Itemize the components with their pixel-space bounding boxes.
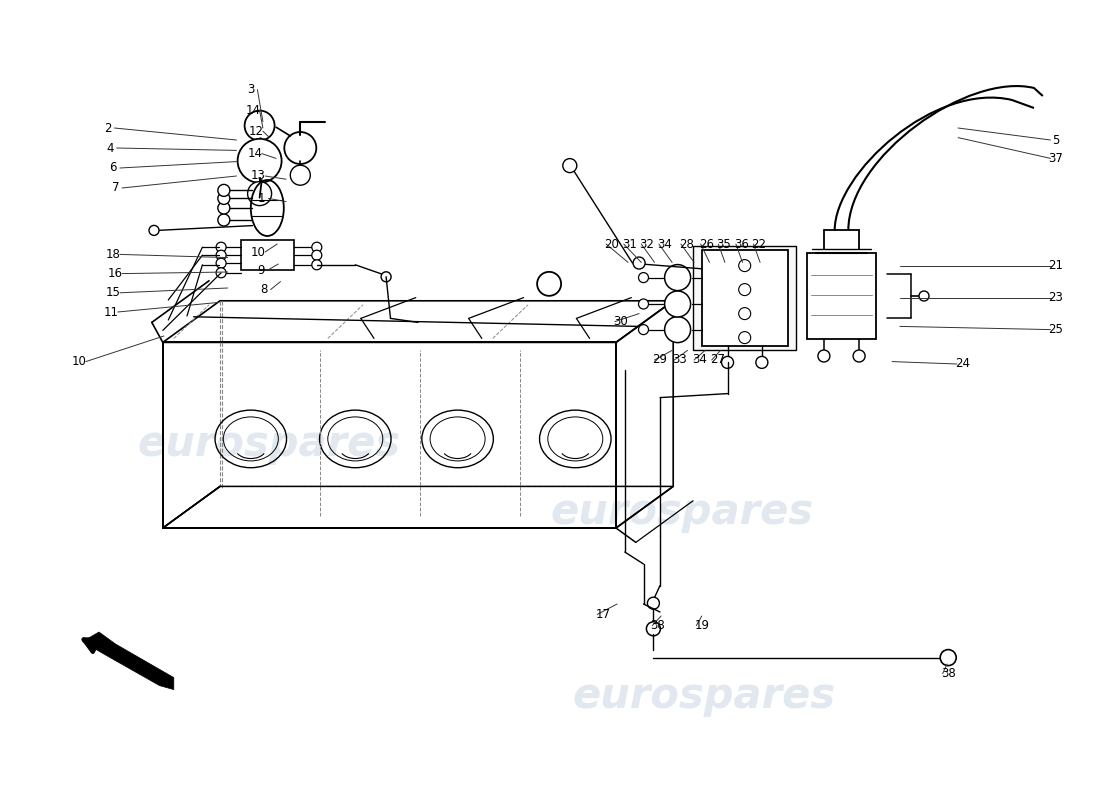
Text: 34: 34 [657, 238, 672, 250]
Circle shape [739, 331, 750, 344]
Circle shape [284, 132, 317, 164]
Circle shape [218, 184, 230, 196]
Text: 11: 11 [103, 306, 119, 318]
Circle shape [638, 273, 649, 282]
Text: 14: 14 [245, 104, 261, 117]
Text: 18: 18 [106, 248, 121, 261]
Text: 7: 7 [112, 182, 119, 194]
Text: 36: 36 [734, 238, 749, 250]
Circle shape [638, 325, 649, 334]
Text: 24: 24 [955, 358, 970, 370]
Circle shape [664, 291, 691, 317]
Text: 34: 34 [692, 354, 707, 366]
Circle shape [311, 242, 322, 252]
Circle shape [739, 308, 750, 319]
Text: 14: 14 [248, 147, 263, 160]
Circle shape [244, 110, 275, 141]
Circle shape [563, 158, 576, 173]
Circle shape [311, 260, 322, 270]
Text: 35: 35 [716, 238, 732, 250]
Text: 32: 32 [639, 238, 654, 250]
Circle shape [148, 226, 159, 235]
Polygon shape [702, 250, 788, 346]
Text: 25: 25 [1048, 323, 1064, 336]
Circle shape [218, 192, 230, 204]
Circle shape [248, 182, 272, 206]
Text: 3: 3 [248, 83, 254, 96]
Text: 10: 10 [251, 246, 266, 258]
Text: 6: 6 [110, 162, 117, 174]
Circle shape [647, 622, 660, 636]
Text: 2: 2 [104, 122, 111, 134]
Text: eurospares: eurospares [550, 491, 814, 533]
Text: 38: 38 [650, 619, 666, 632]
Circle shape [918, 291, 930, 301]
Text: 16: 16 [108, 267, 123, 280]
Text: 17: 17 [595, 608, 610, 621]
Text: 28: 28 [679, 238, 694, 250]
Text: 9: 9 [257, 264, 264, 277]
Circle shape [381, 272, 392, 282]
Polygon shape [693, 246, 796, 350]
Circle shape [290, 165, 310, 185]
Circle shape [722, 357, 734, 368]
Circle shape [664, 265, 691, 290]
Text: 1: 1 [258, 192, 265, 205]
Circle shape [311, 250, 322, 260]
Text: 26: 26 [698, 238, 714, 250]
Circle shape [739, 284, 750, 296]
Polygon shape [807, 253, 876, 339]
Text: 8: 8 [261, 283, 267, 296]
Circle shape [216, 250, 227, 260]
Circle shape [648, 597, 659, 610]
Circle shape [218, 214, 230, 226]
Text: eurospares: eurospares [138, 423, 402, 465]
Circle shape [634, 257, 645, 269]
Circle shape [238, 138, 282, 182]
Circle shape [739, 259, 750, 272]
Circle shape [216, 258, 227, 268]
Text: 5: 5 [1053, 134, 1059, 146]
Text: 12: 12 [249, 125, 264, 138]
Text: 21: 21 [1048, 259, 1064, 272]
Circle shape [818, 350, 829, 362]
Text: 38: 38 [940, 667, 956, 680]
Circle shape [216, 268, 227, 278]
Circle shape [216, 242, 227, 252]
Text: 33: 33 [672, 354, 688, 366]
Text: eurospares: eurospares [572, 675, 836, 717]
Text: 15: 15 [106, 286, 121, 299]
Circle shape [854, 350, 865, 362]
Text: 31: 31 [621, 238, 637, 250]
Text: 30: 30 [613, 315, 628, 328]
Circle shape [218, 202, 230, 214]
Text: 22: 22 [751, 238, 767, 250]
Circle shape [940, 650, 956, 666]
Text: 23: 23 [1048, 291, 1064, 304]
Text: 10: 10 [72, 355, 87, 368]
Polygon shape [82, 632, 174, 690]
Text: 27: 27 [710, 354, 725, 366]
Text: 20: 20 [604, 238, 619, 250]
Circle shape [638, 299, 649, 309]
Circle shape [664, 317, 691, 342]
Circle shape [756, 357, 768, 368]
Text: 4: 4 [107, 142, 113, 154]
Circle shape [537, 272, 561, 296]
Text: 13: 13 [251, 170, 266, 182]
Text: 19: 19 [694, 619, 710, 632]
Text: 29: 29 [652, 354, 668, 366]
Text: 37: 37 [1048, 152, 1064, 165]
